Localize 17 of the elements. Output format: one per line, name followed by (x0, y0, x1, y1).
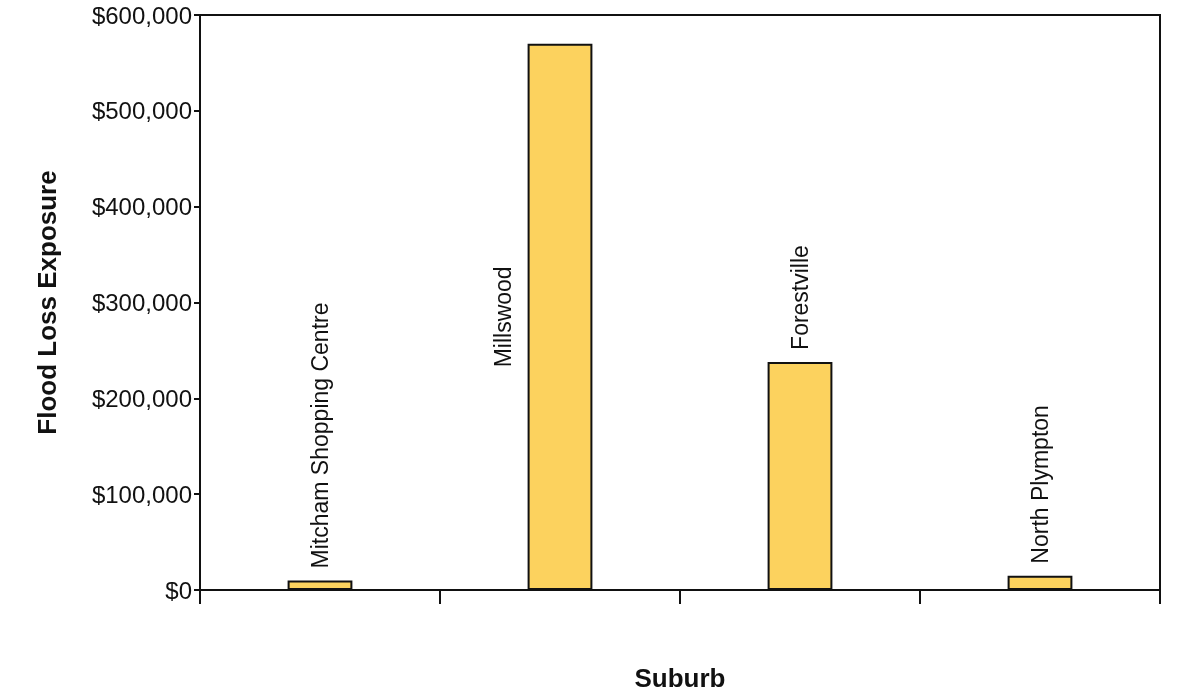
y-tick-label: $0 (165, 576, 192, 604)
x-tick-label: Forestville (787, 245, 813, 350)
y-tick-label: $500,000 (91, 97, 192, 125)
y-tick-label: $300,000 (91, 289, 192, 316)
bar (527, 43, 593, 590)
y-tick-label: $200,000 (91, 384, 192, 412)
x-tick-label: Millswood (489, 266, 516, 368)
y-tick-label: $600,000 (91, 1, 192, 29)
y-tick-label: $400,000 (91, 193, 192, 221)
x-tick-label: Mitcham Shopping Centre (307, 302, 333, 569)
x-axis-title: Suburb (634, 663, 726, 693)
y-axis-title: Flood Loss Exposure (32, 170, 62, 435)
bar (287, 580, 353, 590)
bar (767, 361, 833, 590)
x-tick-label: North Plympton (1027, 405, 1053, 564)
bar (1007, 575, 1073, 590)
y-tick-label: $100,000 (91, 480, 192, 508)
